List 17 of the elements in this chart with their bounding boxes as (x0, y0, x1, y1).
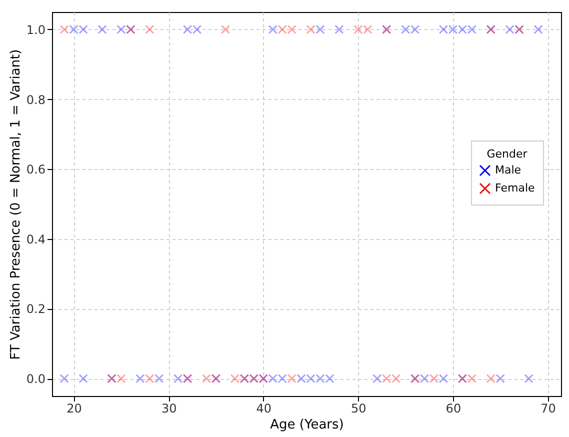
x-tick-label: 70 (540, 402, 556, 416)
legend-title: Gender (486, 148, 528, 160)
legend-label: Male (495, 164, 522, 176)
x-tick-label: 30 (161, 402, 177, 416)
legend-label: Female (495, 182, 536, 194)
y-tick-label: 0.2 (26, 302, 46, 316)
y-tick-label: 0.4 (26, 232, 46, 246)
y-tick-label: 0.8 (26, 92, 46, 107)
x-tick-label: 20 (66, 402, 82, 416)
y-tick-label: 0.6 (26, 162, 46, 177)
x-axis-title: Age (Years) (270, 418, 344, 432)
y-tick-label: 0.0 (26, 372, 46, 386)
y-axis-title: FT Variation Presence (0 = Normal, 1 = Variant) (8, 49, 24, 360)
x-tick-label: 60 (446, 402, 462, 416)
y-tick-label: 1.0 (26, 22, 46, 37)
x-tick-label: 40 (256, 402, 272, 416)
x-tick-label: 50 (351, 402, 366, 416)
